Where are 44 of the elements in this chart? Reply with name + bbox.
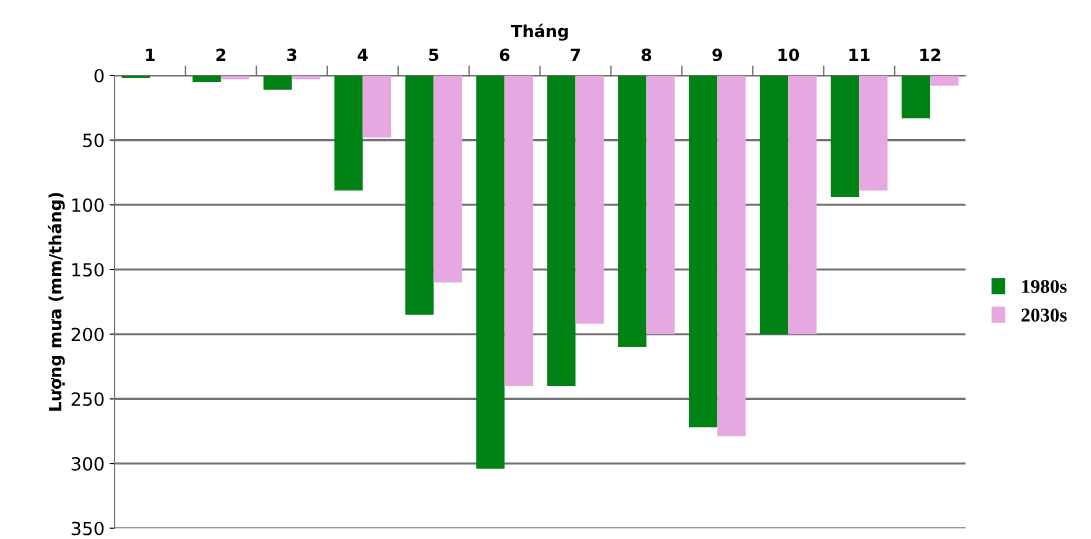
bar	[362, 75, 392, 138]
bar	[334, 75, 363, 191]
bar	[646, 75, 675, 335]
x-tick-label: 12	[920, 48, 941, 61]
x-tick-label: 8	[641, 48, 652, 62]
bar	[476, 75, 505, 469]
bar	[263, 75, 292, 90]
bar	[504, 75, 533, 386]
y-tick-label: 250	[71, 392, 104, 406]
bar	[547, 75, 576, 386]
legend-label: 1980s	[1022, 279, 1067, 294]
legend-label: 2030s	[1021, 308, 1067, 322]
y-axis-title: Lượng mưa (mm/tháng)	[47, 192, 65, 411]
bar	[618, 75, 647, 348]
x-tick-label: 10	[778, 48, 800, 62]
y-tick-label: 100	[72, 198, 104, 212]
x-axis-title: Tháng	[510, 23, 568, 41]
bar	[575, 75, 604, 324]
y-tick-label: 350	[71, 521, 104, 536]
x-tick-label: 4	[357, 48, 368, 61]
bar	[901, 75, 931, 119]
y-tick-label: 200	[71, 327, 104, 342]
x-tick-label: 6	[499, 48, 510, 62]
x-tick-label: 5	[429, 48, 439, 62]
y-tick-label: 0	[94, 68, 104, 83]
bar	[688, 75, 718, 428]
x-tick-label: 9	[712, 48, 723, 62]
bar	[433, 75, 463, 283]
bar	[717, 75, 746, 437]
y-tick-label: 50	[83, 133, 104, 148]
y-tick-label: 150	[72, 262, 104, 277]
bar	[830, 75, 860, 198]
x-tick-label: 3	[287, 48, 297, 62]
bar	[859, 75, 888, 191]
bar	[788, 75, 817, 335]
x-tick-label: 7	[570, 48, 580, 61]
bar	[405, 75, 434, 315]
bar	[759, 75, 789, 335]
y-tick-label: 300	[71, 457, 104, 471]
x-tick-label: 1	[146, 48, 155, 61]
bar	[192, 75, 221, 82]
bar	[930, 75, 959, 86]
x-tick-label: 11	[849, 48, 870, 61]
x-tick-label: 2	[216, 48, 226, 61]
